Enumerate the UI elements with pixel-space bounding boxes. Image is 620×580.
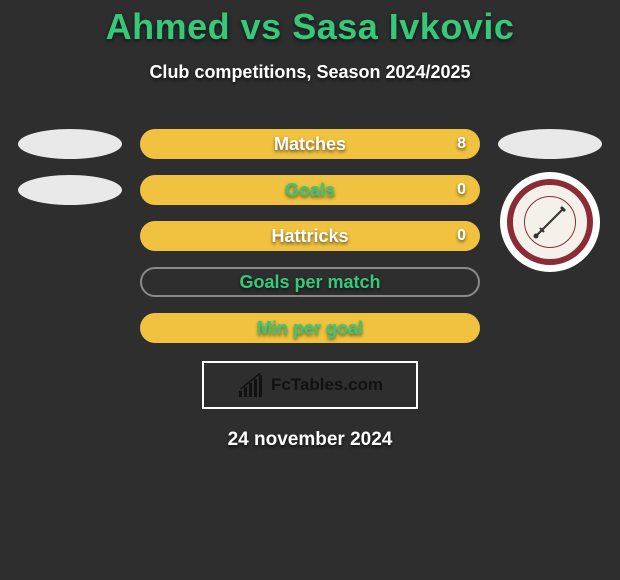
left-slot	[0, 213, 140, 259]
stat-row: Matches 8	[0, 121, 620, 167]
stat-value: 8	[457, 135, 466, 153]
stat-value: 0	[457, 181, 466, 199]
stat-bar: Matches 8	[140, 129, 480, 159]
stat-label: Goals per match	[239, 272, 380, 293]
page-title: Ahmed vs Sasa Ivkovic	[0, 6, 620, 48]
stat-label: Goals	[285, 180, 335, 201]
barchart-icon	[237, 373, 265, 397]
left-slot	[0, 121, 140, 167]
right-slot	[480, 121, 620, 167]
stat-label: Hattricks	[271, 226, 348, 247]
stat-bar: Goals per match	[140, 267, 480, 297]
sword-icon	[530, 202, 570, 242]
player-left-ellipse	[18, 175, 122, 205]
date-line: 24 november 2024	[0, 429, 620, 451]
left-slot	[0, 259, 140, 305]
stat-label: Matches	[274, 134, 346, 155]
fctables-text: FcTables.com	[271, 375, 383, 395]
club-logo	[500, 172, 600, 272]
stat-bar: Min per goal	[140, 313, 480, 343]
stat-row: Min per goal	[0, 305, 620, 351]
player-left-ellipse	[18, 129, 122, 159]
fctables-badge: FcTables.com	[202, 361, 418, 409]
stat-bar: Goals 0	[140, 175, 480, 205]
club-logo-ring	[507, 179, 593, 265]
right-slot	[480, 305, 620, 351]
stat-value: 0	[457, 227, 466, 245]
left-slot	[0, 167, 140, 213]
player-right-ellipse	[498, 129, 602, 159]
stat-bar: Hattricks 0	[140, 221, 480, 251]
left-slot	[0, 305, 140, 351]
subtitle: Club competitions, Season 2024/2025	[0, 62, 620, 83]
club-logo-inner	[524, 196, 576, 248]
stat-label: Min per goal	[257, 318, 363, 339]
